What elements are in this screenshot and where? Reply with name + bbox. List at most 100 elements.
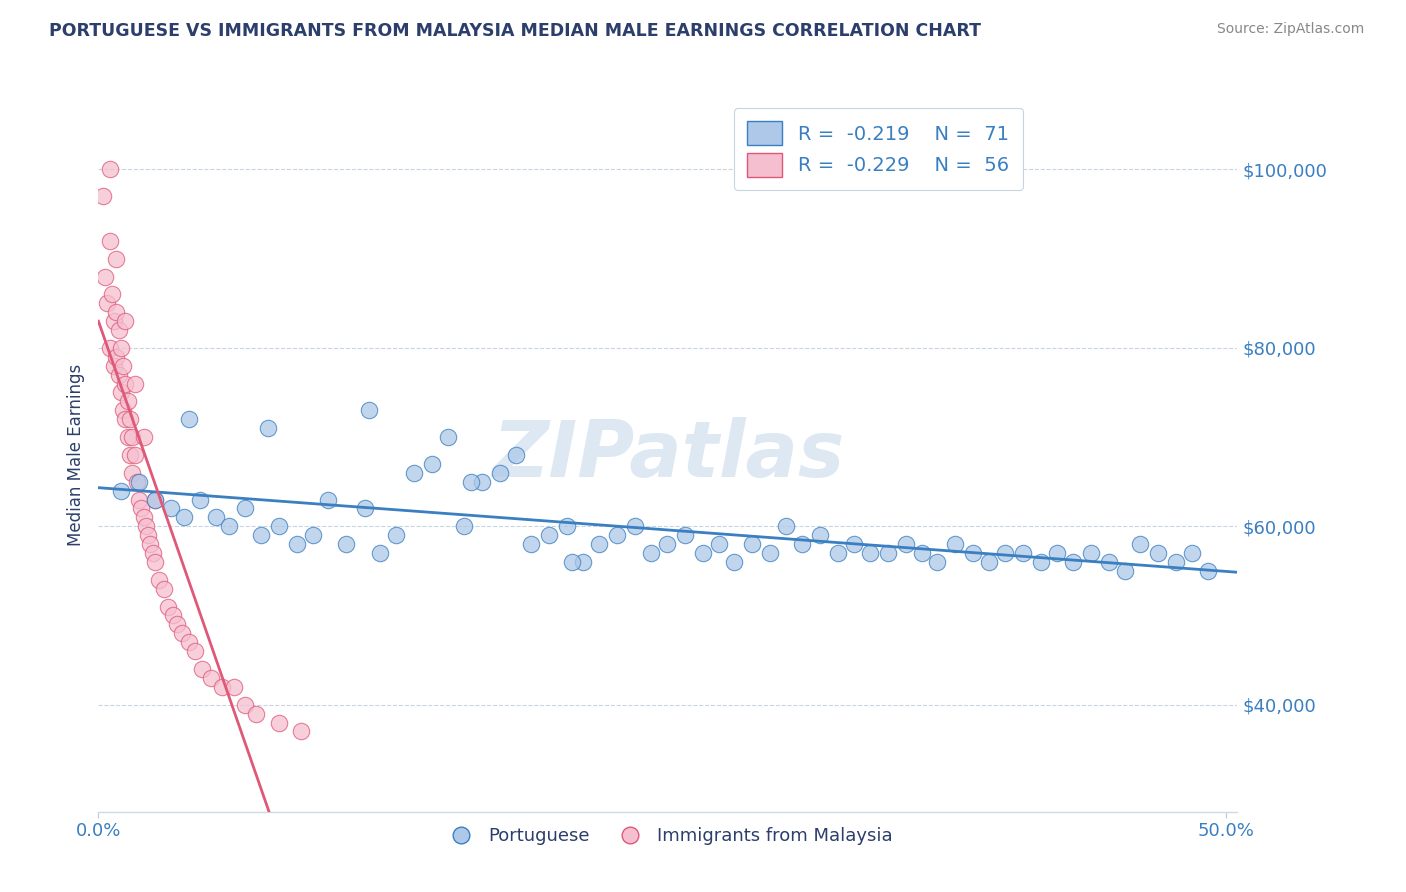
Point [107, 368, 129, 382]
Point [927, 555, 949, 569]
Legend: Portuguese, Immigrants from Malaysia: Portuguese, Immigrants from Malaysia [436, 821, 900, 853]
Point [723, 555, 745, 569]
Point [894, 537, 917, 551]
Point [173, 510, 195, 524]
Point [188, 492, 211, 507]
Point [1114, 564, 1136, 578]
Point [159, 501, 181, 516]
Point [707, 537, 730, 551]
Point [1181, 546, 1204, 560]
Point [132, 430, 155, 444]
Point [876, 546, 898, 560]
Point [471, 475, 494, 489]
Point [245, 706, 267, 721]
Point [859, 546, 882, 560]
Point [191, 662, 214, 676]
Point [112, 403, 135, 417]
Point [129, 501, 152, 516]
Point [655, 537, 678, 551]
Text: ZIPatlas: ZIPatlas [492, 417, 844, 493]
Point [741, 537, 763, 551]
Point [105, 350, 128, 364]
Point [1062, 555, 1084, 569]
Point [368, 546, 391, 560]
Point [489, 466, 512, 480]
Point [177, 635, 200, 649]
Point [692, 546, 714, 560]
Point [640, 546, 662, 560]
Point [437, 430, 460, 444]
Point [962, 546, 984, 560]
Point [357, 403, 380, 417]
Point [385, 528, 408, 542]
Point [790, 537, 813, 551]
Point [453, 519, 475, 533]
Point [759, 546, 782, 560]
Point [132, 510, 155, 524]
Y-axis label: Median Male Earnings: Median Male Earnings [66, 364, 84, 546]
Point [141, 546, 163, 560]
Point [121, 430, 143, 444]
Point [117, 394, 139, 409]
Point [1098, 555, 1121, 569]
Point [520, 537, 543, 551]
Point [290, 724, 312, 739]
Point [1080, 546, 1102, 560]
Point [107, 323, 129, 337]
Point [110, 483, 132, 498]
Point [827, 546, 849, 560]
Point [979, 555, 1001, 569]
Point [588, 537, 610, 551]
Point [135, 519, 157, 533]
Point [557, 519, 579, 533]
Point [842, 537, 865, 551]
Point [1166, 555, 1188, 569]
Point [1046, 546, 1069, 560]
Point [267, 519, 290, 533]
Point [118, 412, 141, 426]
Point [170, 626, 193, 640]
Point [124, 448, 146, 462]
Point [233, 698, 256, 712]
Point [910, 546, 932, 560]
Point [98, 341, 121, 355]
Point [1147, 546, 1170, 560]
Point [335, 537, 357, 551]
Point [103, 314, 125, 328]
Point [1197, 564, 1219, 578]
Point [624, 519, 647, 533]
Point [143, 492, 166, 507]
Point [153, 582, 176, 596]
Point [118, 448, 141, 462]
Point [136, 528, 159, 542]
Point [1012, 546, 1035, 560]
Point [110, 385, 132, 400]
Point [124, 376, 146, 391]
Point [204, 510, 226, 524]
Point [538, 528, 561, 542]
Point [94, 269, 117, 284]
Point [105, 305, 128, 319]
Point [561, 555, 583, 569]
Point [103, 359, 125, 373]
Point [267, 715, 290, 730]
Point [200, 671, 222, 685]
Point [114, 412, 136, 426]
Point [945, 537, 967, 551]
Point [318, 492, 340, 507]
Point [301, 528, 323, 542]
Point [505, 448, 527, 462]
Point [404, 466, 426, 480]
Point [256, 421, 278, 435]
Text: PORTUGUESE VS IMMIGRANTS FROM MALAYSIA MEDIAN MALE EARNINGS CORRELATION CHART: PORTUGUESE VS IMMIGRANTS FROM MALAYSIA M… [49, 22, 981, 40]
Point [143, 492, 166, 507]
Point [808, 528, 831, 542]
Point [98, 234, 121, 248]
Point [143, 555, 166, 569]
Point [285, 537, 308, 551]
Point [1129, 537, 1152, 551]
Point [96, 296, 118, 310]
Point [572, 555, 595, 569]
Point [184, 644, 207, 658]
Point [420, 457, 443, 471]
